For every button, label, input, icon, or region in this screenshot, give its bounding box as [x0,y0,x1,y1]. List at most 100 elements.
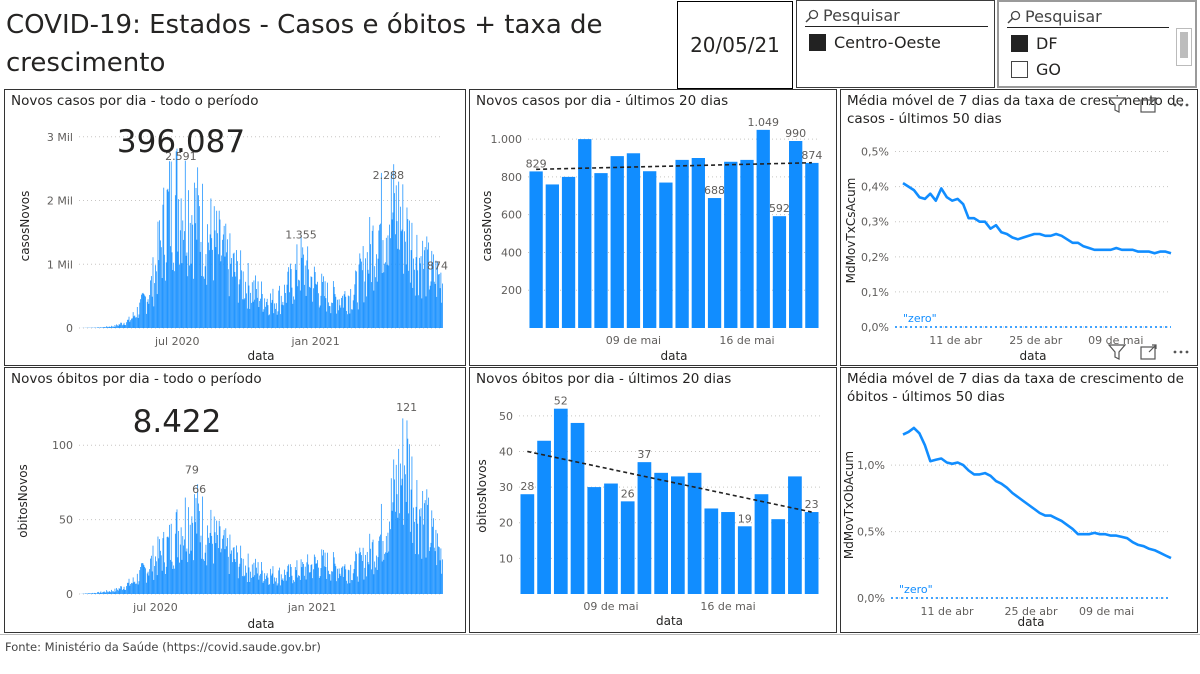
region-slicer[interactable]: Pesquisar Centro-Oeste [796,0,995,88]
more-options-icon[interactable] [1172,97,1190,113]
bar [211,238,213,328]
bar [168,191,170,328]
bar [247,263,249,328]
state-search-input[interactable]: Pesquisar [1007,6,1169,28]
checkbox-checked-icon[interactable] [809,34,826,51]
bar [280,574,282,594]
y-tick-label: 100 [52,439,73,452]
bar [106,326,108,328]
bar [269,584,271,594]
y-tick-label: 0,5% [857,526,885,539]
chart-obitos-20-dias: 10 20 30 40 50 data obitosNovos 28 52 26 37 19 23 09 … [475,395,820,628]
focus-mode-icon[interactable] [1140,97,1158,113]
bar [239,279,241,328]
bar [238,566,240,594]
bar [103,326,105,328]
bar [107,326,108,328]
bar [375,555,377,594]
bar [184,497,186,594]
bar [189,222,191,328]
bar [222,239,223,328]
bar [189,524,191,594]
bar [102,327,104,328]
bar [153,579,155,594]
bar [275,581,276,594]
series-line [902,426,1172,560]
checkbox-checked-icon[interactable] [1011,35,1028,52]
y-tick-label: 0,0% [861,321,889,334]
bar [189,265,190,328]
bar [359,547,361,594]
bar [434,551,436,594]
bar [395,234,396,328]
checkbox-unchecked-icon[interactable] [1011,61,1028,78]
filter-icon[interactable] [1108,344,1126,360]
slicer-item-centro-oeste[interactable]: Centro-Oeste [809,33,941,52]
bar [233,547,235,594]
bar [438,546,439,594]
bar [318,293,319,328]
bar [112,326,114,328]
bar [109,591,111,594]
bar [296,244,298,328]
bar [140,299,141,328]
bar [142,292,144,328]
bar [427,249,429,328]
state-slicer[interactable]: Pesquisar DF GO [997,0,1197,88]
scrollbar-thumb[interactable] [1180,32,1188,58]
bar [151,571,153,594]
bar [246,582,248,594]
bar [424,500,426,594]
search-icon [1007,10,1021,24]
bar [220,261,222,328]
bar [147,571,149,594]
region-search-input[interactable]: Pesquisar [805,5,988,27]
bar [157,221,159,328]
bar [398,181,400,328]
bar [364,281,366,328]
bar [604,483,618,594]
bar [208,537,209,594]
bar [122,590,123,594]
slicer-item-label: GO [1036,60,1061,79]
bar [205,544,207,594]
bar [277,311,279,328]
bar [117,325,119,328]
slicer-item-go[interactable]: GO [1011,60,1061,79]
bar [345,296,347,328]
bar [311,277,313,328]
bar [193,560,194,594]
bar [385,552,386,594]
focus-mode-icon[interactable] [1140,344,1158,360]
bar [122,325,123,328]
bar [159,220,160,328]
bar [424,247,426,328]
bar [284,569,285,594]
bar [805,162,819,328]
bar [251,282,253,328]
bar [168,537,170,594]
bar [205,254,207,328]
bar [284,284,285,328]
bar [432,264,433,328]
bar [199,542,201,594]
filter-icon[interactable] [1108,97,1126,113]
bar [245,281,247,328]
more-options-icon[interactable] [1172,344,1190,360]
slicer-scrollbar[interactable] [1176,28,1192,66]
bar [268,584,270,594]
slicer-item-label: DF [1036,34,1058,53]
bar [232,276,233,328]
bar [371,542,373,594]
y-tick-label: 2 Mil [47,195,73,208]
bar [406,420,408,594]
bar [439,560,441,594]
bar [304,575,305,594]
slicer-item-df[interactable]: DF [1011,34,1058,53]
data-label: 688 [704,184,725,197]
bar [180,198,182,328]
bar [396,221,398,328]
bar [280,314,281,328]
bar [418,295,419,328]
bar [428,289,430,328]
